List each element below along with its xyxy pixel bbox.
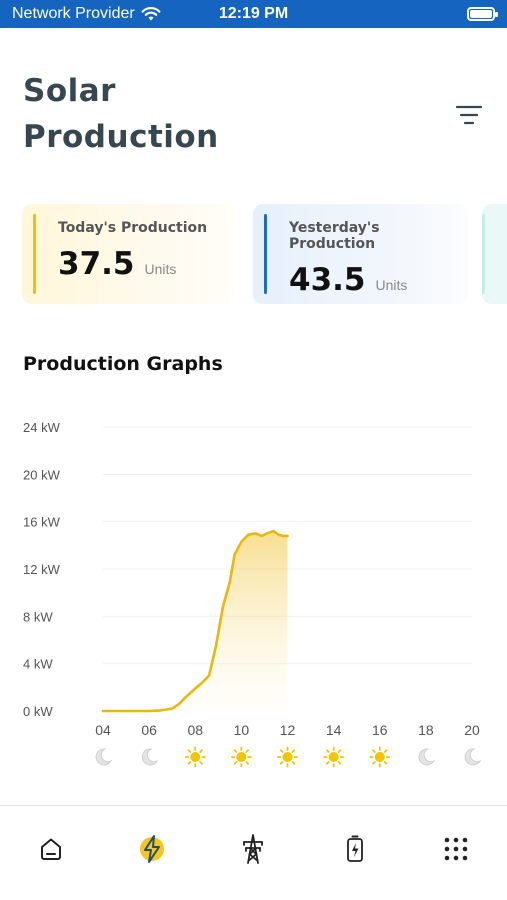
page-title: Solar Production	[23, 73, 219, 155]
power-tower-icon	[243, 834, 264, 864]
filter-icon	[455, 105, 483, 125]
y-tick-label: 4 kW	[23, 657, 53, 672]
moon-icon	[95, 748, 113, 766]
x-tick-label: 12	[280, 722, 296, 738]
y-tick-label: 12 kW	[23, 562, 61, 577]
moon-icon	[464, 748, 482, 766]
nav-production[interactable]	[122, 824, 182, 874]
card-accent-bar	[482, 214, 485, 294]
x-tick-label: 10	[234, 722, 250, 738]
card-value: 43.5	[289, 262, 366, 298]
production-line	[101, 529, 289, 713]
sun-icon	[369, 746, 391, 768]
carrier-name: Network Provider	[12, 5, 135, 22]
y-tick-label: 24 kW	[23, 420, 61, 435]
sun-icon	[230, 746, 252, 768]
moon-icon	[141, 748, 159, 766]
sun-icon	[184, 746, 206, 768]
lightning-icon	[140, 835, 165, 863]
bottom-nav	[0, 805, 507, 900]
x-tick-label: 08	[187, 722, 203, 738]
yesterday-production-card[interactable]: Yesterday's Production 43.5 Units	[253, 204, 468, 304]
card-unit: Units	[144, 261, 177, 277]
y-tick-label: 16 kW	[23, 515, 61, 530]
production-chart: 0 kW 4 kW 8 kW 12 kW 16 kW 20 kW 24 kW 04 06 08 1…	[23, 420, 482, 768]
moon-icon	[418, 748, 436, 766]
battery-icon	[467, 7, 498, 21]
y-tick-label: 0 kW	[23, 704, 53, 719]
nav-battery[interactable]	[325, 824, 385, 874]
card-label: Today's Production	[58, 220, 208, 236]
x-tick-label: 18	[418, 722, 434, 738]
status-left: Network Provider	[12, 5, 161, 23]
status-bar: Network Provider 12:19 PM	[0, 0, 507, 28]
filter-button[interactable]	[450, 98, 488, 132]
grid-menu-icon	[444, 837, 468, 861]
production-cards: Today's Production 37.5 Units Yesterday'…	[22, 204, 507, 304]
today-production-card[interactable]: Today's Production 37.5 Units	[22, 204, 237, 304]
x-tick-label: 16	[372, 722, 388, 738]
partial-card[interactable]	[482, 204, 507, 304]
sun-icon	[277, 746, 298, 768]
nav-home[interactable]	[21, 824, 81, 874]
home-icon	[40, 838, 61, 860]
y-tick-label: 20 kW	[23, 467, 61, 482]
section-title: Production Graphs	[23, 353, 223, 375]
x-tick-label: 14	[326, 722, 342, 738]
nav-more[interactable]	[426, 824, 486, 874]
card-unit: Units	[375, 277, 408, 293]
sun-icon	[323, 746, 345, 768]
y-tick-label: 8 kW	[23, 609, 53, 624]
x-tick-label: 04	[95, 722, 111, 738]
card-accent-bar	[33, 214, 36, 294]
production-area	[103, 531, 288, 711]
x-tick-label: 06	[141, 722, 157, 738]
wifi-icon	[141, 7, 161, 21]
card-value: 37.5	[58, 246, 135, 282]
battery-charging-icon	[346, 835, 363, 862]
x-tick-label: 20	[464, 722, 480, 738]
card-label: Yesterday's Production	[289, 220, 380, 252]
nav-grid[interactable]	[223, 824, 283, 874]
card-accent-bar	[264, 214, 267, 294]
